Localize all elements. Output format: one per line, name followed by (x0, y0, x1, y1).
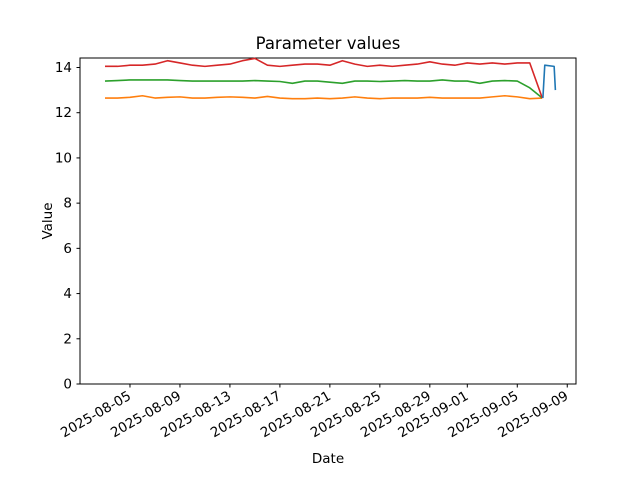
y-tick-label: 0 (63, 377, 72, 393)
y-tick-label: 2 (63, 331, 72, 347)
series-parameter-green (104, 79, 543, 99)
series-parameter-red (104, 57, 544, 99)
y-tick-label: 4 (63, 286, 72, 302)
x-axis-ticks: 2025-08-052025-08-092025-08-132025-08-17… (58, 384, 571, 441)
y-axis-ticks: 0 2 4 6 8 10 12 14 (55, 60, 80, 393)
x-axis-label: Date (312, 451, 344, 467)
plot-frame (79, 57, 577, 385)
y-tick-label: 12 (55, 105, 72, 121)
series-parameter-orange (104, 94, 543, 100)
series-parameter-blue (542, 64, 557, 99)
chart-title: Parameter values (256, 34, 401, 53)
y-tick-label: 14 (55, 60, 72, 76)
y-tick-label: 10 (55, 150, 72, 166)
y-tick-label: 8 (63, 196, 72, 212)
y-axis-label: Value (40, 202, 56, 239)
series-lines (104, 57, 557, 100)
y-tick-label: 6 (63, 241, 72, 257)
